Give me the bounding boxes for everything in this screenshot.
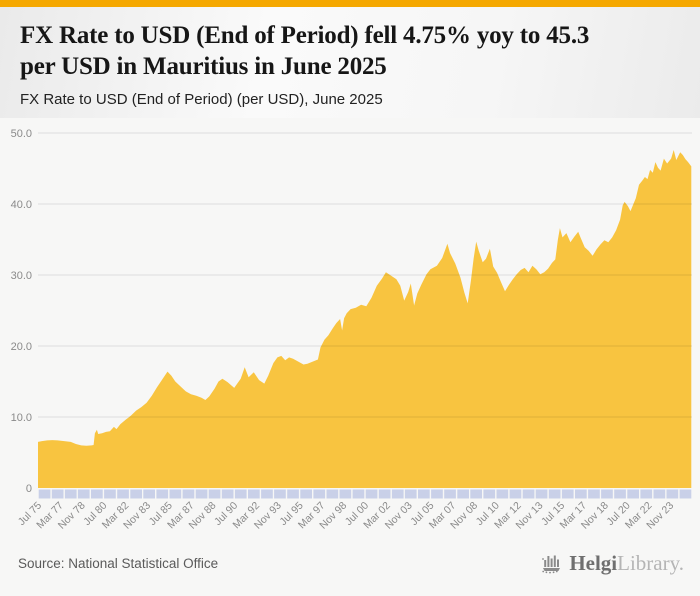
y-axis-tick-label: 30.0 <box>11 270 32 282</box>
x-axis-tick-band-segment <box>221 489 234 499</box>
x-axis-tick-band-segment <box>352 489 365 499</box>
x-axis-tick-band-segment <box>143 489 155 499</box>
x-axis-tick-band-segment <box>117 489 129 499</box>
x-axis-tick-band-segment <box>483 489 496 499</box>
logo-text-secondary: Library. <box>617 550 684 575</box>
x-axis-tick-band-segment <box>614 489 626 499</box>
x-axis-tick-band-segment <box>248 489 260 499</box>
x-axis-tick-band-segment <box>378 489 391 499</box>
x-axis-tick-band-segment <box>64 489 77 499</box>
chart-subtitle: FX Rate to USD (End of Period) (per USD)… <box>20 91 383 108</box>
x-axis-tick-band-segment <box>195 489 208 499</box>
source-note: Source: National Statistical Office <box>18 555 219 571</box>
fx-rate-area-series <box>38 150 692 488</box>
library-building-icon <box>542 555 561 574</box>
page-title: FX Rate to USD (End of Period) fell 4.75… <box>20 20 680 82</box>
x-axis-tick-band-segment <box>313 489 326 499</box>
x-axis-tick-band-segment <box>404 489 417 499</box>
fx-rate-area-chart: 0 10.0 20.0 30.0 40.0 50.0 Jul 75 Mar 77 Nov 78 J… <box>0 118 700 538</box>
x-axis-tick-band-segment <box>548 489 561 499</box>
x-axis-tick-band-segment <box>496 489 509 499</box>
x-axis-tick-band-segment <box>391 489 404 499</box>
x-axis-tick-band-segment <box>561 489 574 499</box>
y-axis-tick-label: 10.0 <box>11 412 32 424</box>
x-axis-tick-band-segment <box>234 489 247 499</box>
x-axis-tick-band-segment <box>640 489 653 499</box>
x-axis-tick-band-segment <box>444 489 456 499</box>
x-axis-tick-band-segment <box>418 489 430 499</box>
logo-text: HelgiLibrary. <box>569 551 684 576</box>
x-axis-tick-band-segment <box>535 489 548 499</box>
x-axis-tick-band-segment <box>208 489 221 499</box>
y-axis-tick-label: 50.0 <box>11 128 32 140</box>
x-axis-tick-band-segment <box>588 489 600 499</box>
x-axis-tick-band-segment <box>653 489 666 499</box>
x-axis-tick-band-segment <box>339 489 352 499</box>
x-axis-tick-band-segment <box>130 489 142 499</box>
x-axis-tick-band-segment <box>457 489 469 499</box>
x-axis-tick-band-segment <box>679 489 692 499</box>
footer: Source: National Statistical Office <box>0 538 700 596</box>
x-axis-tick-band-segment <box>666 489 679 499</box>
x-axis-tick-band-segment <box>470 489 482 499</box>
x-axis-tick-band-segment <box>431 489 443 499</box>
x-axis-tick-band-segment <box>77 489 90 499</box>
x-axis-tick-band-segment <box>104 489 116 499</box>
x-axis-tick-band-segment <box>51 489 64 499</box>
x-axis-tick-band-segment <box>38 489 51 499</box>
x-axis-tick-band-segment <box>522 489 535 499</box>
x-axis-tick-band-segment <box>287 489 299 499</box>
x-axis-tick-band-segment <box>326 489 339 499</box>
x-axis-tick-band-segment <box>509 489 522 499</box>
y-axis-tick-label: 40.0 <box>11 199 32 211</box>
x-axis-tick-band-segment <box>156 489 169 499</box>
x-axis-tick-band-segment <box>601 489 613 499</box>
header: FX Rate to USD (End of Period) fell 4.75… <box>0 7 700 118</box>
x-axis-tick-band-segment <box>182 489 195 499</box>
x-axis-tick-band-segment <box>627 489 639 499</box>
title-line-1: FX Rate to USD (End of Period) fell 4.75… <box>20 22 590 49</box>
y-axis-tick-label: 0 <box>26 483 32 495</box>
y-axis-tick-label: 20.0 <box>11 341 32 353</box>
x-axis-tick-band-segment <box>300 489 312 499</box>
accent-topbar <box>0 0 700 7</box>
x-axis-tick-band-segment <box>575 489 587 499</box>
x-axis-tick-band-segment <box>261 489 273 499</box>
x-axis-tick-band-segment <box>169 489 182 499</box>
helgi-library-logo: HelgiLibrary. <box>541 551 684 576</box>
x-axis-tick-band-segment <box>274 489 286 499</box>
x-axis-tick-band-segment <box>91 489 103 499</box>
x-axis-tick-band-segment <box>365 489 378 499</box>
title-line-2: per USD in Mauritius in June 2025 <box>20 53 387 80</box>
logo-text-primary: Helgi <box>569 550 618 575</box>
